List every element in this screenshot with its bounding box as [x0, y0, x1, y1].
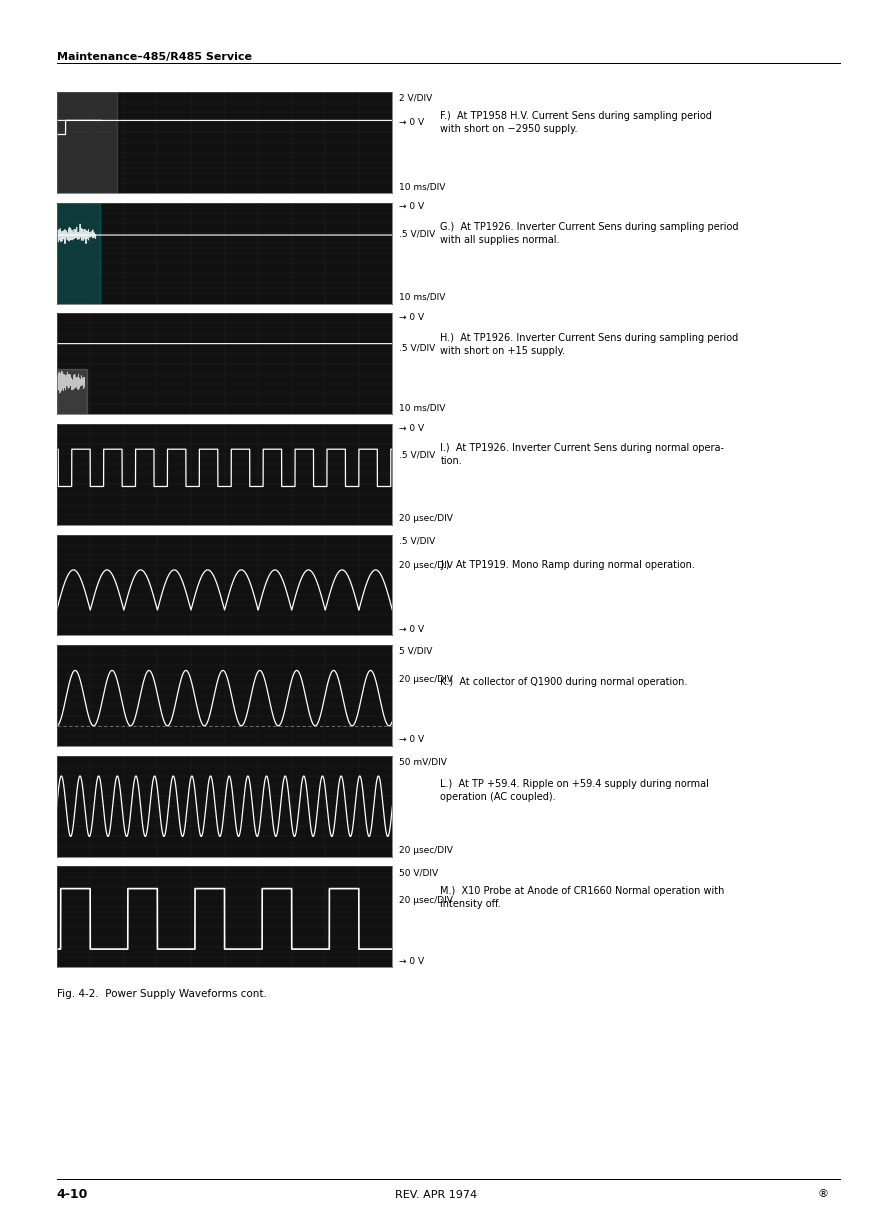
Text: 50 V/DIV: 50 V/DIV: [399, 868, 439, 878]
Text: 20 μsec/DIV: 20 μsec/DIV: [399, 560, 453, 570]
Text: → 0 V: → 0 V: [399, 202, 425, 211]
Text: J.)  At TP1919. Mono Ramp during normal operation.: J.) At TP1919. Mono Ramp during normal o…: [440, 560, 695, 570]
Text: .5 V/DIV: .5 V/DIV: [399, 450, 436, 460]
Text: → 0 V: → 0 V: [399, 312, 425, 322]
Text: 20 μsec/DIV: 20 μsec/DIV: [399, 896, 453, 906]
Text: K.)  At collector of Q1900 during normal operation.: K.) At collector of Q1900 during normal …: [440, 677, 688, 687]
Text: 20 μsec/DIV: 20 μsec/DIV: [399, 675, 453, 685]
Text: G.)  At TP1926. Inverter Current Sens during sampling period
with all supplies n: G.) At TP1926. Inverter Current Sens dur…: [440, 222, 739, 245]
Text: 5 V/DIV: 5 V/DIV: [399, 646, 433, 656]
Text: I.)  At TP1926. Inverter Current Sens during normal opera-
tion.: I.) At TP1926. Inverter Current Sens dur…: [440, 444, 725, 466]
Text: .5 V/DIV: .5 V/DIV: [399, 229, 436, 238]
Bar: [57, 92, 117, 193]
Text: 10 ms/DIV: 10 ms/DIV: [399, 293, 446, 302]
Text: 50 mV/DIV: 50 mV/DIV: [399, 757, 447, 767]
Text: .5 V/DIV: .5 V/DIV: [399, 343, 436, 353]
Bar: [57, 203, 100, 304]
Text: 10 ms/DIV: 10 ms/DIV: [399, 182, 446, 192]
Text: Fig. 4-2.  Power Supply Waveforms cont.: Fig. 4-2. Power Supply Waveforms cont.: [57, 989, 267, 999]
Text: 4-10: 4-10: [57, 1188, 88, 1201]
Text: ®: ®: [817, 1190, 828, 1200]
Text: 20 μsec/DIV: 20 μsec/DIV: [399, 514, 453, 524]
Text: REV. APR 1974: REV. APR 1974: [395, 1190, 477, 1200]
Text: → 0 V: → 0 V: [399, 424, 425, 434]
Text: .5 V/DIV: .5 V/DIV: [399, 536, 436, 546]
Text: H.)  At TP1926. Inverter Current Sens during sampling period
with short on +15 s: H.) At TP1926. Inverter Current Sens dur…: [440, 333, 739, 355]
Text: F.)  At TP1958 H.V. Current Sens during sampling period
with short on −2950 supp: F.) At TP1958 H.V. Current Sens during s…: [440, 112, 712, 134]
Text: → 0 V: → 0 V: [399, 624, 425, 634]
Text: → 0 V: → 0 V: [399, 735, 425, 745]
Text: L.)  At TP +59.4. Ripple on +59.4 supply during normal
operation (AC coupled).: L.) At TP +59.4. Ripple on +59.4 supply …: [440, 779, 709, 801]
Text: M.)  X10 Probe at Anode of CR1660 Normal operation with
intensity off.: M.) X10 Probe at Anode of CR1660 Normal …: [440, 886, 725, 908]
Text: → 0 V: → 0 V: [399, 118, 425, 128]
Text: Maintenance–485/R485 Service: Maintenance–485/R485 Service: [57, 52, 252, 61]
Text: 20 μsec/DIV: 20 μsec/DIV: [399, 846, 453, 855]
Text: → 0 V: → 0 V: [399, 956, 425, 966]
Text: 10 ms/DIV: 10 ms/DIV: [399, 403, 446, 413]
Bar: [57, 369, 87, 414]
Text: 2 V/DIV: 2 V/DIV: [399, 93, 433, 103]
